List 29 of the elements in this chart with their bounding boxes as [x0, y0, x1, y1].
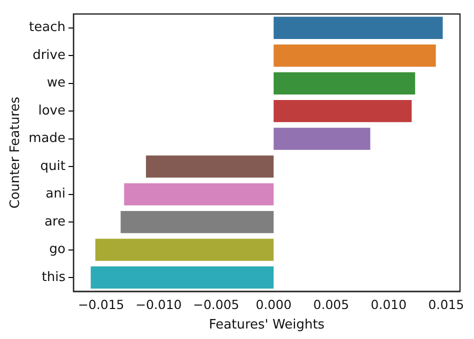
y-axis-title: Counter Features — [8, 96, 24, 209]
x-tick-label: 0.015 — [428, 297, 464, 312]
y-tick-label: love — [38, 103, 66, 118]
bar — [124, 183, 274, 206]
bar — [120, 210, 274, 234]
x-tick-label: −0.010 — [135, 297, 182, 312]
y-tick-label: are — [44, 214, 66, 230]
y-tick-label: go — [49, 242, 66, 258]
bar — [95, 238, 274, 261]
y-tick-label: we — [46, 76, 66, 91]
bar — [274, 72, 416, 94]
x-tick-label: 0.005 — [313, 297, 350, 312]
bar — [274, 100, 412, 122]
y-tick-label: made — [28, 131, 66, 146]
x-tick-label: 0.010 — [370, 297, 407, 312]
bar — [274, 16, 443, 39]
x-tick-label: −0.005 — [192, 297, 240, 312]
y-tick-label: quit — [40, 158, 66, 174]
y-tick-label: drive — [32, 48, 66, 63]
x-tick-label: −0.015 — [78, 297, 124, 312]
bar — [274, 44, 436, 67]
bar — [90, 266, 274, 289]
y-tick-label: this — [42, 270, 66, 285]
x-tick-label: 0.000 — [256, 297, 292, 312]
y-tick-label: ani — [46, 186, 66, 202]
x-axis-title: Features' Weights — [208, 318, 325, 333]
bar — [146, 155, 274, 178]
bar — [274, 128, 370, 150]
y-tick-label: teach — [29, 20, 66, 36]
